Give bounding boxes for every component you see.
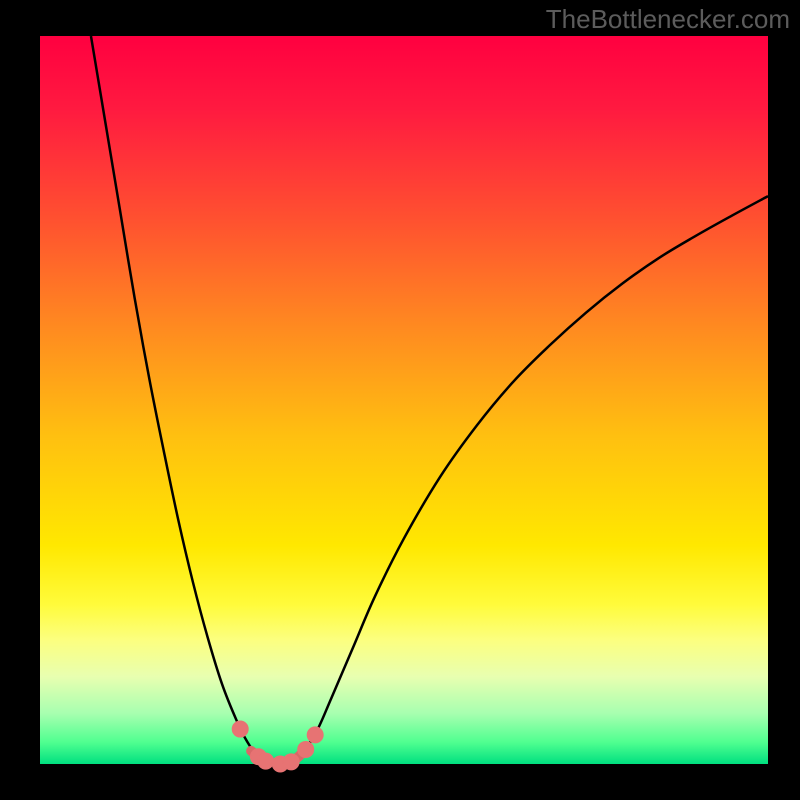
trough-marker: [258, 753, 274, 769]
watermark-label: TheBottlenecker.com: [546, 4, 790, 35]
chart-container: TheBottlenecker.com: [0, 0, 800, 800]
trough-marker: [307, 727, 323, 743]
trough-marker: [232, 721, 248, 737]
trough-marker: [298, 741, 314, 757]
trough-marker: [283, 754, 299, 770]
plot-background: [40, 36, 768, 764]
bottleneck-chart: [0, 0, 800, 800]
